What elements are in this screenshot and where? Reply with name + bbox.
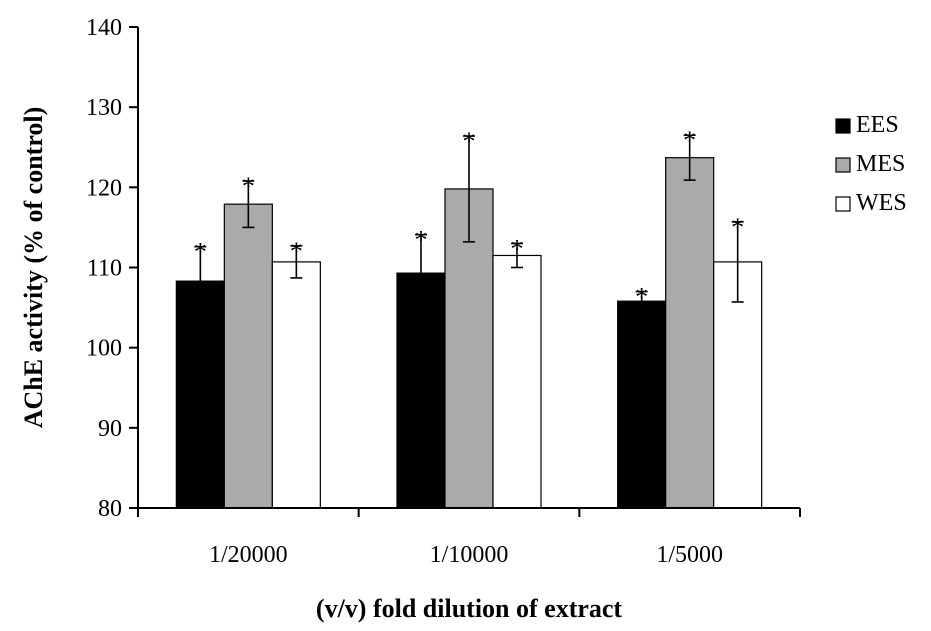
bar-ees bbox=[617, 300, 667, 509]
bar-wes bbox=[492, 254, 542, 509]
y-tick-label: 130 bbox=[86, 95, 122, 121]
significance-marker: * bbox=[683, 126, 696, 155]
bars-layer: * * * * * * * * * bbox=[175, 126, 763, 509]
significance-marker: * bbox=[463, 127, 476, 156]
legend-label-wes: WES bbox=[856, 190, 907, 216]
x-ticks: 1/20000 1/10000 1/5000 bbox=[137, 508, 801, 568]
bar-mes bbox=[223, 203, 273, 509]
x-tick-label: 1/5000 bbox=[656, 542, 723, 568]
y-ticks: 80 90 100 110 120 130 140 bbox=[86, 15, 138, 522]
significance-marker: * bbox=[242, 172, 255, 201]
significance-marker: * bbox=[511, 234, 524, 263]
significance-marker: * bbox=[415, 226, 428, 255]
bar-mes bbox=[665, 157, 715, 509]
x-tick-label: 1/20000 bbox=[209, 542, 288, 568]
y-tick-label: 140 bbox=[86, 15, 122, 41]
legend-label-mes: MES bbox=[856, 151, 905, 177]
y-tick-label: 110 bbox=[87, 256, 122, 282]
y-tick-label: 90 bbox=[98, 416, 122, 442]
y-tick-label: 100 bbox=[86, 336, 122, 362]
legend-swatch-mes bbox=[835, 157, 851, 173]
legend: EES MES WES bbox=[835, 112, 907, 216]
bar-ees bbox=[175, 280, 225, 509]
y-tick-label: 80 bbox=[98, 496, 122, 522]
x-tick-label: 1/10000 bbox=[430, 542, 509, 568]
bar-wes bbox=[271, 261, 321, 509]
significance-marker: * bbox=[290, 237, 303, 266]
significance-marker: * bbox=[194, 238, 207, 267]
x-axis-title: (v/v) fold dilution of extract bbox=[316, 594, 623, 623]
y-axis-title: AChE activity (% of control) bbox=[19, 107, 48, 429]
significance-marker: * bbox=[635, 283, 648, 312]
legend-swatch-wes bbox=[835, 196, 851, 212]
y-tick-label: 120 bbox=[86, 175, 122, 201]
legend-swatch-ees bbox=[835, 118, 851, 134]
significance-marker: * bbox=[731, 213, 744, 242]
legend-label-ees: EES bbox=[856, 112, 899, 138]
